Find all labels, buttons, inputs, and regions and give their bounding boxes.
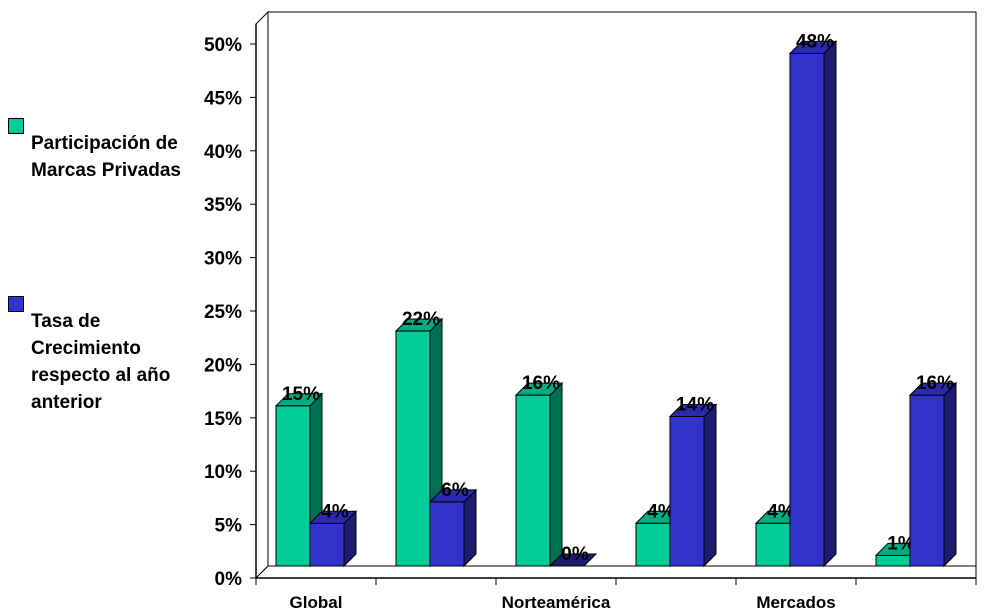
bar-series-2-top (908, 382, 958, 396)
bar-series-2-top (308, 510, 358, 524)
y-tick-label: 25% (204, 302, 242, 323)
bar-series-2-side (703, 403, 717, 568)
x-tick-label: Mercados (756, 593, 835, 611)
data-label: 1% (887, 533, 915, 554)
side-wall (255, 10, 269, 580)
data-label: 15% (282, 384, 320, 405)
data-label: 16% (916, 373, 954, 394)
y-tick-label: 10% (204, 462, 242, 483)
bar-series-1 (755, 522, 791, 567)
y-tick-label: 5% (215, 516, 243, 537)
bar-series-2 (909, 394, 945, 567)
bar-series-2-top (788, 40, 838, 54)
bar-series-2-side (943, 381, 957, 568)
data-label: 0% (561, 544, 589, 565)
bar-series-2-top (548, 553, 598, 567)
data-label: 16% (522, 373, 560, 394)
y-tick-label: 45% (204, 88, 242, 109)
bar-series-1 (515, 394, 551, 567)
bar-series-2 (429, 501, 465, 567)
data-label: 4% (321, 501, 349, 522)
y-tick-label: 0% (215, 569, 243, 590)
bar-series-1-top (394, 318, 444, 332)
bar-series-1 (275, 405, 311, 567)
bar-series-2-top (668, 403, 718, 417)
legend-label-series-2: Tasa de Crecimiento respecto al año ante… (31, 311, 171, 413)
bar-series-1 (635, 522, 671, 567)
bar-series-1 (875, 554, 911, 567)
y-tick-label: 15% (204, 409, 242, 430)
y-tick-label: 40% (204, 142, 242, 163)
bar-series-2 (669, 415, 705, 567)
floor (254, 565, 977, 579)
bar-series-2-side (823, 40, 837, 568)
data-label: 14% (676, 394, 714, 415)
data-label: 6% (441, 480, 469, 501)
bar-series-1 (395, 330, 431, 567)
data-label: 4% (647, 501, 675, 522)
bar-series-1-side (549, 381, 563, 568)
y-tick-label: 30% (204, 249, 242, 270)
y-tick-label: 20% (204, 355, 242, 376)
bar-series-2 (309, 522, 345, 567)
data-label: 22% (402, 309, 440, 330)
legend-swatch-series-2 (8, 296, 24, 312)
bar-series-2-side (463, 488, 477, 568)
x-tick-label: Global (290, 593, 343, 611)
legend-swatch-series-1 (8, 118, 24, 134)
data-label: 48% (796, 31, 834, 52)
x-tick-label: Norteamérica (502, 593, 611, 611)
bar-series-1-top (274, 393, 324, 407)
bar-series-1-top (514, 382, 564, 396)
y-tick-label: 50% (204, 35, 242, 56)
y-tick-label: 35% (204, 195, 242, 216)
back-wall (267, 11, 977, 567)
bar-series-2 (789, 52, 825, 567)
bar-series-2-top (428, 489, 478, 503)
legend-label-series-1: Participación de Marcas Privadas (31, 133, 181, 181)
data-label: 4% (767, 501, 795, 522)
